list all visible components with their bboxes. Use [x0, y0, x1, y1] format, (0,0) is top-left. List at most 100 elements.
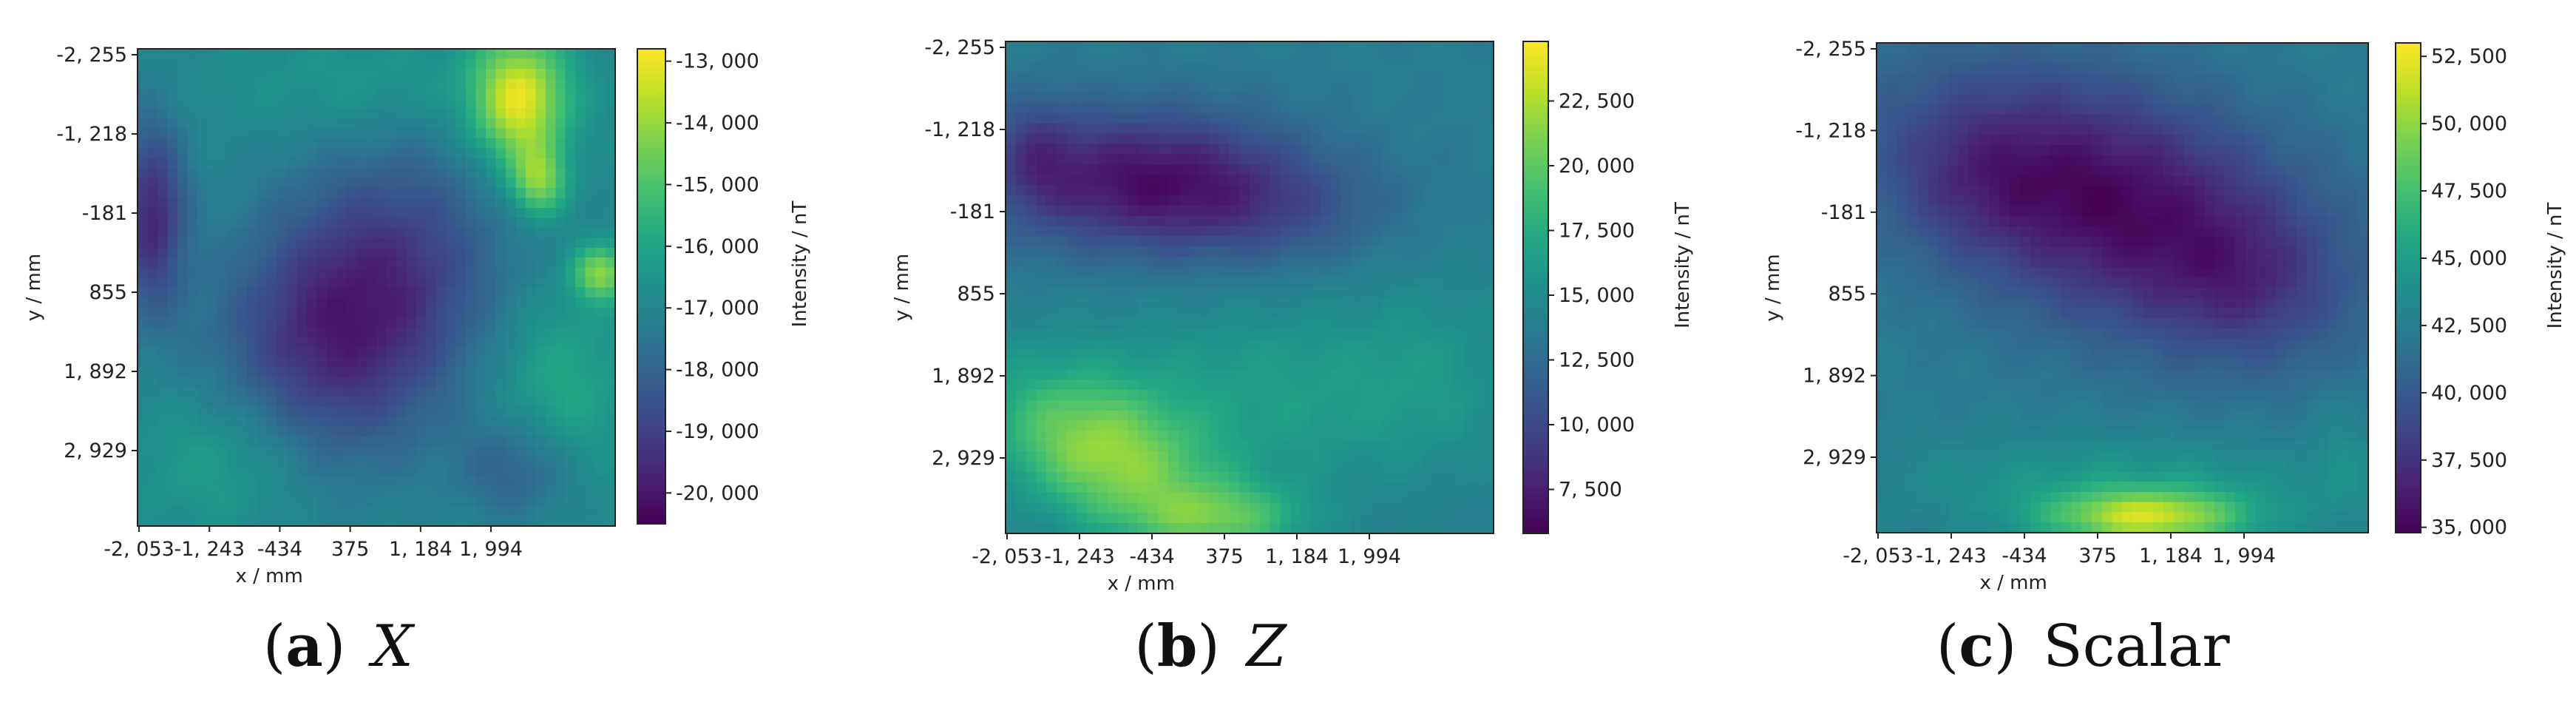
heatmap-cell	[1107, 133, 1118, 145]
heatmap-cell	[1117, 133, 1128, 145]
heatmap-cell	[227, 437, 238, 448]
heatmap-cell	[1453, 61, 1464, 73]
heatmap-cell	[296, 337, 308, 348]
heatmap-cell	[326, 377, 337, 388]
heatmap-cell	[406, 118, 417, 129]
heatmap-cell	[1259, 318, 1271, 329]
heatmap-cell	[167, 158, 178, 169]
heatmap-cell	[1128, 369, 1139, 380]
heatmap-cell	[1250, 502, 1261, 513]
heatmap-cell	[525, 446, 536, 457]
heatmap-cell	[1361, 451, 1372, 462]
heatmap-cell	[376, 158, 387, 169]
heatmap-cell	[356, 78, 367, 90]
heatmap-cell	[1128, 287, 1139, 298]
heatmap-cell	[1168, 256, 1179, 268]
heatmap-cell	[1137, 380, 1149, 391]
heatmap-cell	[1046, 400, 1057, 411]
heatmap-cell	[435, 297, 447, 308]
heatmap-cell	[446, 317, 457, 328]
heatmap-cell	[495, 327, 506, 338]
heatmap-cell	[406, 367, 417, 378]
heatmap-cell	[1443, 246, 1454, 257]
heatmap-cell	[416, 188, 427, 199]
heatmap-cell	[1006, 205, 1017, 217]
heatmap-cell	[1483, 236, 1494, 247]
heatmap-cell	[495, 128, 506, 139]
heatmap-cell	[1453, 471, 1464, 483]
heatmap-cell	[1300, 256, 1312, 268]
heatmap-cell	[277, 257, 288, 269]
heatmap-cell	[1290, 51, 1301, 63]
heatmap-cell	[1158, 462, 1169, 473]
heatmap-cell	[197, 287, 208, 298]
heatmap-cell	[376, 297, 387, 308]
heatmap-cell	[386, 456, 397, 467]
heatmap-cell	[396, 307, 407, 318]
caption-label: X	[367, 613, 416, 680]
heatmap-cell	[286, 218, 297, 229]
heatmap-cell	[1453, 236, 1464, 247]
heatmap-cell	[565, 506, 576, 517]
heatmap-cell	[1321, 175, 1332, 186]
heatmap-cell	[575, 108, 586, 119]
heatmap-cell	[2040, 53, 2052, 64]
heatmap-cell	[346, 347, 357, 358]
heatmap-cell	[1199, 72, 1210, 84]
heatmap-cell	[1026, 236, 1037, 247]
heatmap-cell	[455, 426, 467, 437]
y-axis-label: y / mm	[23, 254, 45, 321]
heatmap-cell	[1259, 215, 1271, 226]
heatmap-cell	[197, 168, 208, 179]
heatmap-cell	[167, 496, 178, 507]
heatmap-cell	[1209, 451, 1220, 462]
heatmap-cell	[1331, 236, 1342, 247]
heatmap-cell	[2081, 84, 2092, 95]
heatmap-cell	[1968, 63, 1980, 74]
heatmap-cell	[217, 188, 228, 199]
heatmap-cell	[426, 208, 437, 219]
heatmap-cell	[545, 208, 556, 219]
heatmap-cell	[1087, 215, 1098, 226]
heatmap-cell	[187, 178, 198, 189]
heatmap-cell	[396, 486, 407, 497]
heatmap-cell	[1148, 369, 1159, 380]
heatmap-cell	[1158, 256, 1169, 268]
heatmap-cell	[1290, 133, 1301, 145]
heatmap-cell	[1412, 502, 1423, 513]
heatmap-cell	[1331, 215, 1342, 226]
heatmap-cell	[1351, 431, 1362, 442]
heatmap-cell	[435, 118, 447, 129]
heatmap-cell	[466, 168, 477, 179]
heatmap-cell	[495, 406, 506, 417]
heatmap-cell	[1270, 380, 1281, 391]
heatmap-cell	[1381, 82, 1393, 93]
heatmap-cell	[2050, 84, 2061, 95]
heatmap-cell	[1229, 41, 1240, 53]
heatmap-cell	[177, 78, 188, 90]
heatmap-cell	[1188, 72, 1199, 84]
heatmap-cell	[217, 158, 228, 169]
heatmap-cell	[575, 68, 586, 79]
heatmap-cell	[1321, 123, 1332, 135]
heatmap-cell	[1432, 348, 1443, 360]
heatmap-cell	[1066, 256, 1077, 268]
heatmap-cell	[1137, 144, 1149, 155]
heatmap-cell	[376, 218, 387, 229]
heatmap-cell	[466, 138, 477, 149]
heatmap-cell	[336, 446, 348, 457]
heatmap-cell	[366, 257, 377, 269]
heatmap-cell	[2225, 63, 2236, 74]
heatmap-cell	[396, 257, 407, 269]
heatmap-cell	[1158, 420, 1169, 432]
heatmap-cell	[346, 337, 357, 348]
heatmap-cell	[2225, 43, 2236, 54]
heatmap-cell	[326, 108, 337, 119]
heatmap-cell	[187, 377, 198, 388]
heatmap-cell	[277, 297, 288, 308]
heatmap-cell	[167, 257, 178, 269]
heatmap-cell	[455, 287, 467, 298]
heatmap-cell	[396, 357, 407, 368]
heatmap-cell	[455, 148, 467, 159]
heatmap-cell	[486, 426, 497, 437]
